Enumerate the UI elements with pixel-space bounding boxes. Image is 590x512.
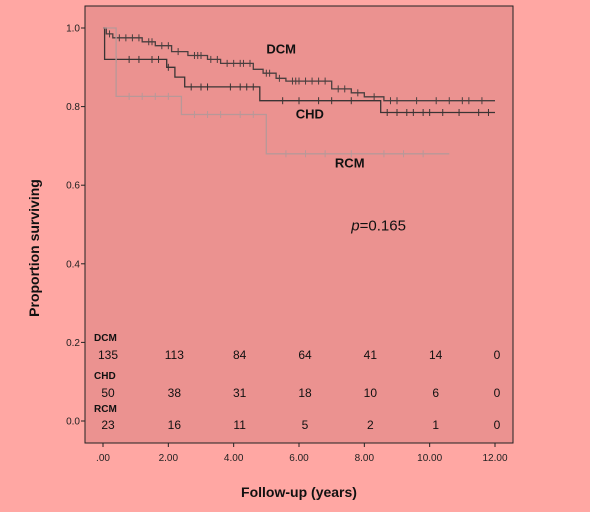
risk-row-label-rcm: RCM (94, 404, 117, 415)
x-tick-label: 8.00 (355, 453, 375, 464)
p-value-symbol: p (350, 217, 359, 234)
plot-area (84, 5, 514, 444)
series-line-rcm (103, 27, 450, 155)
p-value-annotation: p=0.165 (350, 217, 406, 234)
risk-row-label-chd: CHD (94, 371, 116, 382)
series-label-rcm: RCM (335, 156, 365, 171)
risk-count: 50 (101, 386, 115, 400)
y-tick-label: 0.0 (66, 417, 80, 428)
risk-count: 14 (429, 348, 443, 362)
x-tick-label: 2.00 (159, 453, 179, 464)
y-tick-label: 0.6 (66, 181, 80, 192)
risk-count: 41 (364, 348, 378, 362)
risk-count: 64 (298, 348, 312, 362)
x-tick-label: 6.00 (289, 453, 309, 464)
x-axis: .00 2.00 4.00 6.00 8.00 10.00 12.00 (96, 443, 508, 464)
x-tick-label: .00 (96, 453, 110, 464)
series-line-chd (103, 27, 495, 114)
risk-count: 16 (168, 418, 182, 432)
risk-count: 23 (101, 418, 115, 432)
risk-count: 84 (233, 348, 247, 362)
y-tick-label: 0.4 (66, 259, 80, 270)
risk-count: 0 (494, 348, 501, 362)
risk-count: 1 (432, 418, 439, 432)
risk-count: 5 (302, 418, 309, 432)
risk-count: 0 (494, 386, 501, 400)
risk-count: 11 (233, 418, 246, 432)
p-value-text: =0.165 (360, 217, 406, 234)
y-axis-title: Proportion surviving (26, 179, 42, 317)
survival-curves (103, 27, 495, 158)
y-axis: 0.0 0.2 0.4 0.6 0.8 1.0 (66, 24, 85, 428)
y-tick-label: 1.0 (66, 24, 80, 35)
x-tick-label: 4.00 (224, 453, 244, 464)
y-tick-label: 0.2 (66, 338, 80, 349)
risk-count: 18 (298, 386, 312, 400)
y-tick-label: 0.8 (66, 102, 80, 113)
series-label-dcm: DCM (266, 42, 296, 57)
series-line-dcm (103, 27, 495, 102)
risk-count: 31 (233, 386, 247, 400)
x-tick-label: 12.00 (482, 453, 507, 464)
risk-count: 10 (364, 386, 378, 400)
series-label-chd: CHD (296, 106, 324, 121)
risk-count: 0 (494, 418, 501, 432)
risk-row-label-dcm: DCM (94, 333, 117, 344)
x-axis-title: Follow-up (years) (241, 484, 357, 500)
risk-count: 2 (367, 418, 374, 432)
series-labels: DCM CHD RCM (266, 42, 364, 171)
x-tick-label: 10.00 (417, 453, 442, 464)
risk-count: 113 (165, 348, 184, 362)
risk-count: 6 (432, 386, 439, 400)
risk-count: 38 (168, 386, 182, 400)
risk-count: 135 (98, 348, 118, 362)
